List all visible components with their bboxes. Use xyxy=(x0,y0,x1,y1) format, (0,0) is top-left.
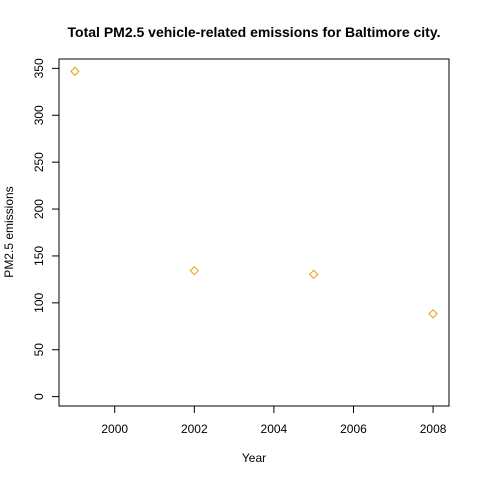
data-point xyxy=(189,265,200,276)
x-tick-label: 2002 xyxy=(181,422,208,436)
x-tick-label: 2004 xyxy=(261,422,288,436)
y-tick-label: 300 xyxy=(32,105,46,125)
x-tick-label: 2006 xyxy=(340,422,367,436)
y-tick-label: 100 xyxy=(32,293,46,313)
y-axis: 0 50 100 150 200 250 300 350 xyxy=(32,58,60,400)
y-tick-label: 350 xyxy=(32,58,46,78)
chart-title: Total PM2.5 vehicle-related emissions fo… xyxy=(68,24,441,40)
data-points xyxy=(70,66,438,319)
y-tick-label: 250 xyxy=(32,152,46,172)
x-tick-label: 2008 xyxy=(420,422,447,436)
data-point xyxy=(70,66,80,77)
y-tick-label: 200 xyxy=(32,199,46,219)
x-tick-label: 2000 xyxy=(101,422,128,436)
y-tick-label: 150 xyxy=(32,246,46,266)
y-tick-label: 0 xyxy=(32,393,46,400)
x-axis-label: Year xyxy=(242,451,266,465)
data-point xyxy=(428,309,438,319)
y-axis-label: PM2.5 emissions xyxy=(2,186,16,277)
data-point xyxy=(308,269,319,280)
y-tick-label: 50 xyxy=(32,343,46,357)
x-axis: 2000 2002 2004 2006 2008 xyxy=(101,405,447,436)
